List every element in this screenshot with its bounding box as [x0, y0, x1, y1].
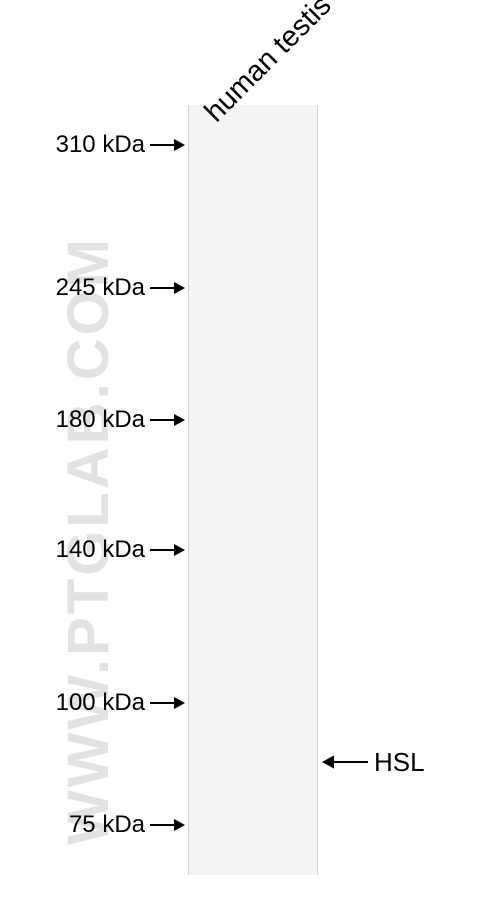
target-arrow-icon: [310, 750, 380, 774]
mw-marker-label: 140 kDa: [56, 536, 145, 564]
mw-marker-label: 180 kDa: [56, 406, 145, 434]
mw-marker-arrow-icon: [139, 814, 196, 836]
mw-marker-label: 310 kDa: [56, 131, 145, 159]
mw-marker-arrow-icon: [139, 539, 196, 561]
blot-lane: [188, 105, 318, 875]
mw-marker-label: 100 kDa: [56, 689, 145, 717]
mw-marker-label: 75 kDa: [69, 811, 145, 839]
mw-marker-arrow-icon: [139, 692, 196, 714]
mw-marker-arrow-icon: [139, 277, 196, 299]
mw-marker-arrow-icon: [139, 134, 196, 156]
target-protein-label: HSL: [374, 747, 425, 778]
mw-marker-label: 245 kDa: [56, 274, 145, 302]
mw-marker-arrow-icon: [139, 409, 196, 431]
